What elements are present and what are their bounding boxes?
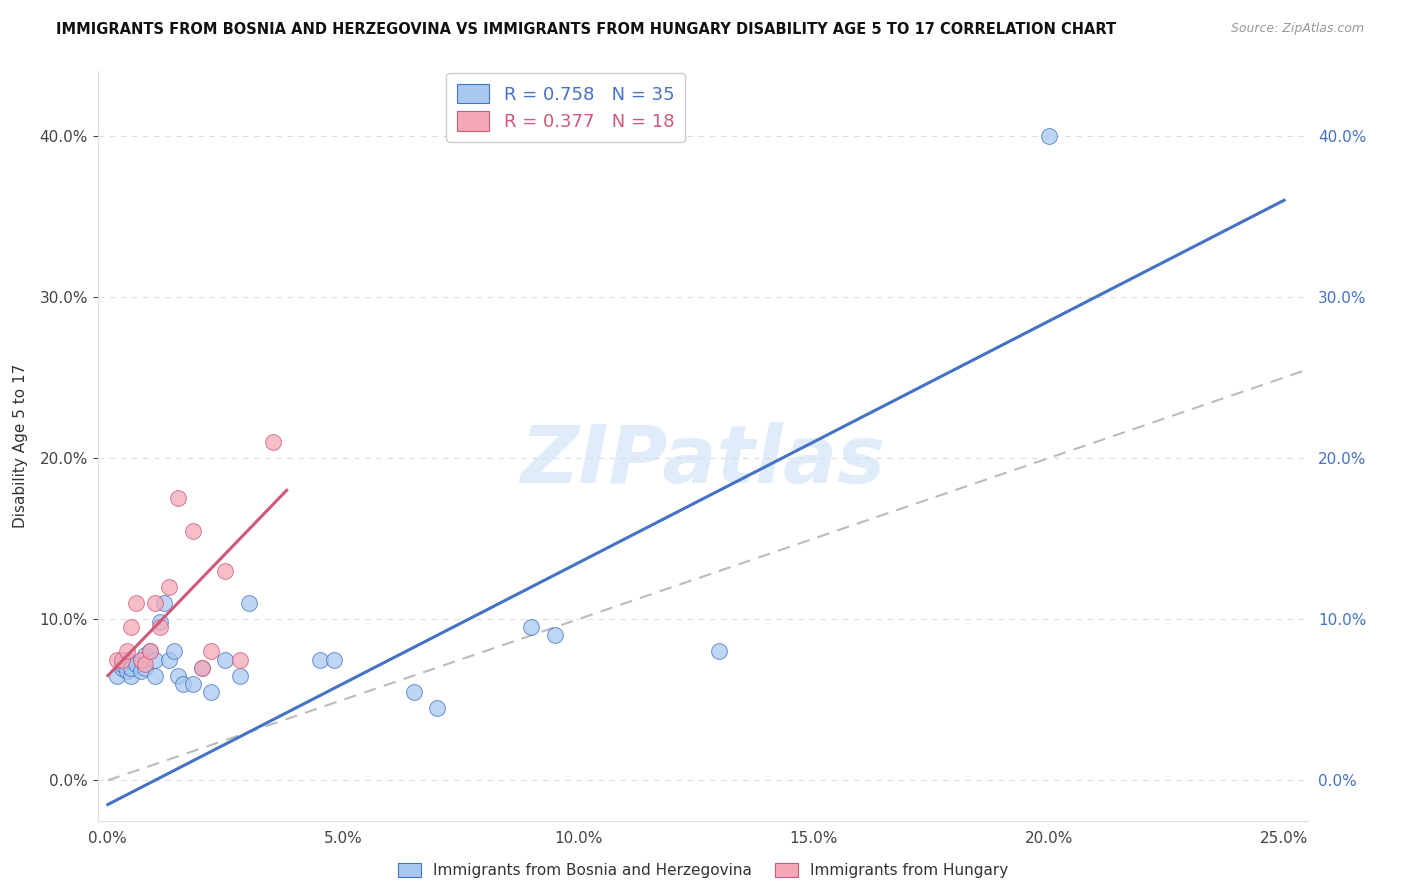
Y-axis label: Disability Age 5 to 17: Disability Age 5 to 17	[14, 364, 28, 528]
Point	[167, 668, 190, 682]
Point	[181, 524, 204, 538]
Point	[115, 664, 138, 678]
Point	[214, 564, 236, 578]
Point	[129, 652, 152, 666]
Point	[125, 596, 148, 610]
Point	[120, 660, 142, 674]
Text: IMMIGRANTS FROM BOSNIA AND HERZEGOVINA VS IMMIGRANTS FROM HUNGARY DISABILITY AGE: IMMIGRANTS FROM BOSNIA AND HERZEGOVINA V…	[56, 22, 1116, 37]
Point	[167, 491, 190, 506]
Point	[134, 648, 156, 662]
Point	[163, 644, 186, 658]
Point	[105, 652, 128, 666]
Point	[262, 434, 284, 449]
Point	[238, 596, 260, 610]
Point	[322, 652, 344, 666]
Point	[200, 684, 222, 698]
Legend: R = 0.758   N = 35, R = 0.377   N = 18: R = 0.758 N = 35, R = 0.377 N = 18	[446, 73, 685, 142]
Point	[115, 652, 138, 666]
Point	[115, 644, 138, 658]
Point	[129, 652, 152, 666]
Point	[200, 644, 222, 658]
Point	[134, 660, 156, 674]
Point	[520, 620, 543, 634]
Point	[191, 660, 214, 674]
Point	[191, 660, 214, 674]
Point	[157, 652, 180, 666]
Point	[111, 660, 134, 674]
Point	[1038, 128, 1060, 143]
Point	[120, 620, 142, 634]
Legend: Immigrants from Bosnia and Herzegovina, Immigrants from Hungary: Immigrants from Bosnia and Herzegovina, …	[392, 857, 1014, 884]
Point	[143, 596, 166, 610]
Point	[139, 644, 162, 658]
Point	[139, 644, 162, 658]
Point	[111, 657, 134, 672]
Point	[153, 596, 176, 610]
Point	[426, 701, 449, 715]
Point	[181, 676, 204, 690]
Point	[402, 684, 425, 698]
Point	[214, 652, 236, 666]
Point	[143, 668, 166, 682]
Point	[172, 676, 194, 690]
Point	[125, 657, 148, 672]
Point	[129, 664, 152, 678]
Point	[709, 644, 731, 658]
Point	[228, 668, 250, 682]
Text: Source: ZipAtlas.com: Source: ZipAtlas.com	[1230, 22, 1364, 36]
Point	[149, 615, 172, 630]
Point	[308, 652, 330, 666]
Point	[111, 652, 134, 666]
Point	[157, 580, 180, 594]
Point	[120, 668, 142, 682]
Point	[105, 668, 128, 682]
Point	[228, 652, 250, 666]
Text: ZIPatlas: ZIPatlas	[520, 422, 886, 500]
Point	[149, 620, 172, 634]
Point	[544, 628, 567, 642]
Point	[134, 657, 156, 672]
Point	[143, 652, 166, 666]
